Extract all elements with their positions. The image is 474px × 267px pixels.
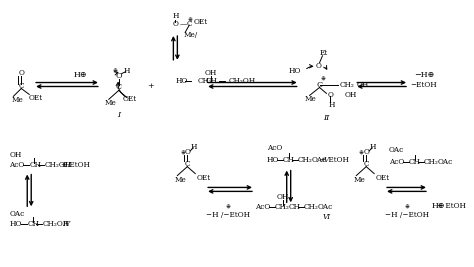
Text: AcO: AcO <box>255 203 270 211</box>
Text: CH: CH <box>289 203 301 211</box>
Text: O: O <box>328 91 333 99</box>
Text: CH: CH <box>283 156 295 164</box>
Text: O: O <box>115 72 122 80</box>
Text: CH: CH <box>27 220 39 228</box>
Text: ⊕: ⊕ <box>359 149 364 154</box>
Text: OAc: OAc <box>389 146 404 154</box>
Text: AcO: AcO <box>389 158 404 166</box>
Text: OEt: OEt <box>196 174 210 182</box>
Text: CH: CH <box>409 158 421 166</box>
Text: CH₂: CH₂ <box>275 203 290 211</box>
Text: OH: OH <box>356 81 369 89</box>
Text: CH₂OH: CH₂OH <box>229 77 256 85</box>
Text: H: H <box>328 101 335 109</box>
Text: OH: OH <box>9 151 22 159</box>
Text: + EtOH: + EtOH <box>437 202 466 210</box>
Text: V: V <box>324 156 329 164</box>
Text: Me: Me <box>174 175 186 183</box>
Text: I: I <box>117 111 120 119</box>
Text: CH₂OH: CH₂OH <box>42 220 69 228</box>
Text: OAc: OAc <box>438 158 453 166</box>
Text: C: C <box>317 81 323 89</box>
Text: −H /−EtOH: −H /−EtOH <box>385 211 429 219</box>
Text: OEt: OEt <box>375 174 389 182</box>
Text: H: H <box>172 12 179 20</box>
Text: C: C <box>364 160 369 168</box>
Text: —: — <box>180 20 187 28</box>
Text: HO: HO <box>289 67 301 75</box>
Text: OH: OH <box>345 91 357 99</box>
Text: OEt: OEt <box>28 94 42 102</box>
Text: ⊕: ⊕ <box>320 76 325 81</box>
Text: HO: HO <box>175 77 188 85</box>
Text: −EtOH: −EtOH <box>410 81 438 89</box>
Text: ⊕: ⊕ <box>180 149 185 154</box>
Text: Me: Me <box>105 99 117 107</box>
Text: O: O <box>316 62 321 70</box>
Text: C: C <box>187 20 192 28</box>
Text: CH: CH <box>29 161 41 169</box>
Text: OEt: OEt <box>193 18 208 26</box>
Text: O: O <box>184 148 190 156</box>
Text: O: O <box>173 20 178 28</box>
Text: C: C <box>184 160 190 168</box>
Text: + EtOH: + EtOH <box>320 156 349 164</box>
Text: OH: OH <box>277 193 289 201</box>
Text: H: H <box>123 67 130 75</box>
Text: HO: HO <box>267 156 279 164</box>
Text: VI: VI <box>322 213 330 221</box>
Text: C: C <box>116 84 122 92</box>
Text: H: H <box>370 143 376 151</box>
Text: + EtOH: + EtOH <box>62 161 91 169</box>
Text: CH: CH <box>205 77 217 85</box>
Text: CH₂: CH₂ <box>304 203 319 211</box>
Text: ⊕: ⊕ <box>405 204 410 209</box>
Text: Me: Me <box>11 96 23 104</box>
Text: H: H <box>191 143 198 151</box>
Text: OAc: OAc <box>311 156 327 164</box>
Text: AcO: AcO <box>267 144 282 152</box>
Text: +: + <box>147 81 154 89</box>
Text: O: O <box>363 148 369 156</box>
Text: −H /−EtOH: −H /−EtOH <box>206 211 250 219</box>
Text: ⊕: ⊕ <box>188 17 193 22</box>
Text: ⊕: ⊕ <box>226 204 230 209</box>
Text: H⊕: H⊕ <box>74 70 88 78</box>
Text: H⊕: H⊕ <box>432 202 446 210</box>
Text: OAc: OAc <box>9 210 25 218</box>
Text: OAc: OAc <box>318 203 333 211</box>
Text: Me: Me <box>305 95 316 103</box>
Text: III: III <box>62 161 70 169</box>
Text: AcO: AcO <box>9 161 25 169</box>
Text: CH₂: CH₂ <box>197 77 212 85</box>
Text: CH₂OH: CH₂OH <box>44 161 72 169</box>
Text: HO: HO <box>9 220 22 228</box>
Text: Me/: Me/ <box>183 31 198 39</box>
Text: II: II <box>323 114 329 122</box>
Text: O: O <box>18 69 24 77</box>
Text: CH₂: CH₂ <box>424 158 439 166</box>
Text: CH₂: CH₂ <box>339 81 354 89</box>
Text: Me: Me <box>353 175 365 183</box>
Text: CH₂: CH₂ <box>298 156 312 164</box>
Text: OEt: OEt <box>123 95 137 103</box>
Text: −H⊕: −H⊕ <box>414 70 434 78</box>
Text: ⊕: ⊕ <box>112 68 117 73</box>
Text: OH: OH <box>205 69 218 77</box>
Text: C: C <box>18 81 24 89</box>
Text: Et: Et <box>319 49 328 57</box>
Text: IV: IV <box>62 220 70 228</box>
